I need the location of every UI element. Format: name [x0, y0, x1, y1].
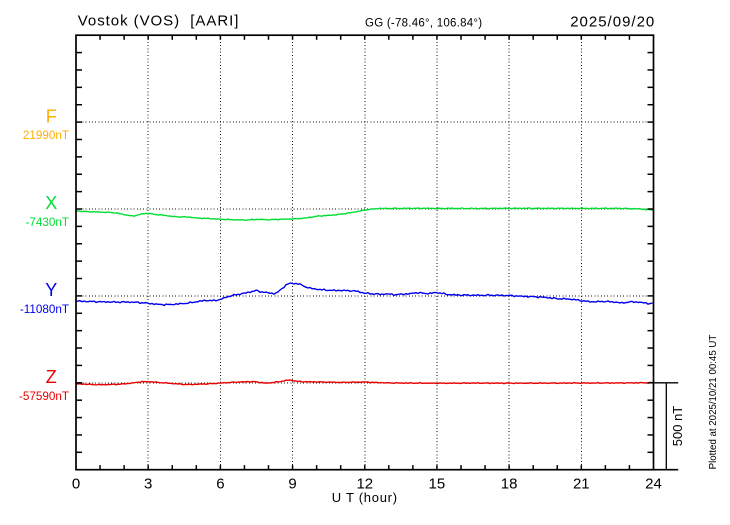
svg-text:GG (-78.46°, 106.84°): GG (-78.46°, 106.84°) [365, 18, 482, 30]
svg-text:24: 24 [645, 476, 662, 493]
svg-text:U T (hour): U T (hour) [332, 490, 398, 505]
svg-text:-7430nT: -7430nT [25, 216, 69, 229]
svg-text:Y: Y [45, 280, 57, 300]
svg-text:0: 0 [72, 476, 80, 493]
svg-text:18: 18 [501, 476, 518, 493]
svg-text:15: 15 [429, 476, 446, 493]
svg-text:500 nT: 500 nT [670, 406, 685, 447]
svg-text:2025/09/20: 2025/09/20 [570, 14, 655, 31]
svg-text:Vostok (VOS) [AARI]: Vostok (VOS) [AARI] [78, 13, 240, 30]
svg-text:-11080nT: -11080nT [20, 303, 69, 316]
svg-text:-57590nT: -57590nT [19, 390, 69, 403]
svg-text:Plotted at 2025/10/21 00:45 UT: Plotted at 2025/10/21 00:45 UT [708, 335, 719, 470]
svg-text:6: 6 [216, 476, 224, 493]
svg-text:X: X [45, 193, 57, 213]
svg-text:Z: Z [46, 367, 57, 387]
svg-text:3: 3 [144, 476, 152, 493]
svg-text:21: 21 [573, 476, 590, 493]
svg-text:F: F [46, 106, 57, 126]
svg-text:12: 12 [356, 476, 373, 493]
svg-text:21990nT: 21990nT [23, 129, 69, 142]
svg-text:9: 9 [288, 476, 296, 493]
